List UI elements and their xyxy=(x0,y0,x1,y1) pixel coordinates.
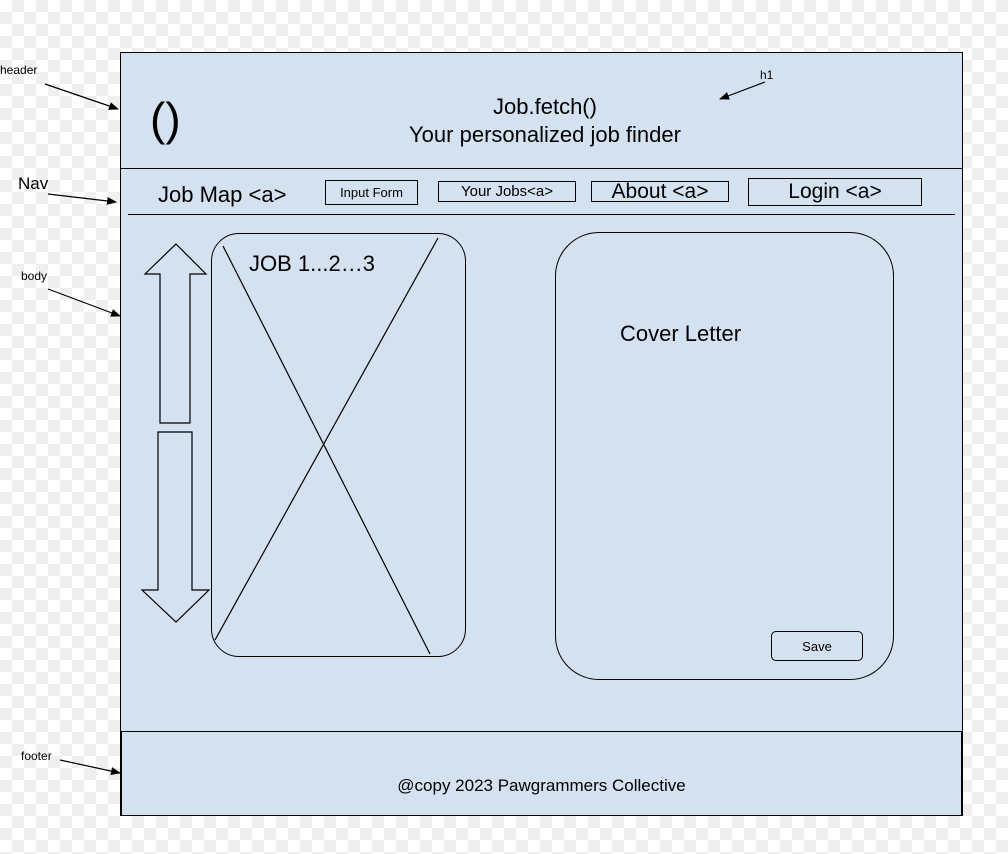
cover-letter-panel[interactable] xyxy=(555,232,894,680)
nav-link-your-jobs[interactable]: Your Jobs<a> xyxy=(438,181,576,202)
cover-letter-label: Cover Letter xyxy=(620,321,742,346)
annotation-arrow-nav xyxy=(47,193,117,205)
nav-link-input-form[interactable]: Input Form xyxy=(325,180,418,205)
annotation-header: header xyxy=(0,63,38,77)
page-frame xyxy=(120,52,963,816)
header-divider xyxy=(120,168,963,169)
annotation-nav: Nav xyxy=(18,174,49,193)
job-panel-cross-line-2 xyxy=(214,237,439,641)
logo: () xyxy=(150,93,181,145)
annotation-arrow-header xyxy=(44,83,119,110)
nav-link-about[interactable]: About <a> xyxy=(591,180,729,203)
nav-link-job-map[interactable]: Job Map <a> xyxy=(158,182,287,207)
annotation-arrow-h1 xyxy=(719,81,766,100)
job-panel-cross-line-1 xyxy=(222,245,431,655)
annotation-footer: footer xyxy=(21,749,52,763)
footer-copyright: @copy 2023 Pawgrammers Collective xyxy=(397,776,686,795)
page-title: Job.fetch() xyxy=(493,94,597,119)
annotation-h1: h1 xyxy=(760,68,774,82)
nav-link-login[interactable]: Login <a> xyxy=(748,178,922,206)
annotation-arrow-footer xyxy=(59,759,121,776)
annotation-body: body xyxy=(21,269,48,283)
scroll-up-arrow-icon xyxy=(143,243,208,424)
annotation-arrow-body xyxy=(47,288,121,317)
job-list-label: JOB 1...2…3 xyxy=(249,251,375,276)
nav-divider xyxy=(128,214,955,215)
job-list-panel[interactable] xyxy=(211,233,466,657)
scroll-down-arrow-icon xyxy=(140,431,211,623)
page-subtitle: Your personalized job finder xyxy=(409,122,681,147)
save-button[interactable]: Save xyxy=(771,631,863,661)
footer xyxy=(121,731,962,816)
